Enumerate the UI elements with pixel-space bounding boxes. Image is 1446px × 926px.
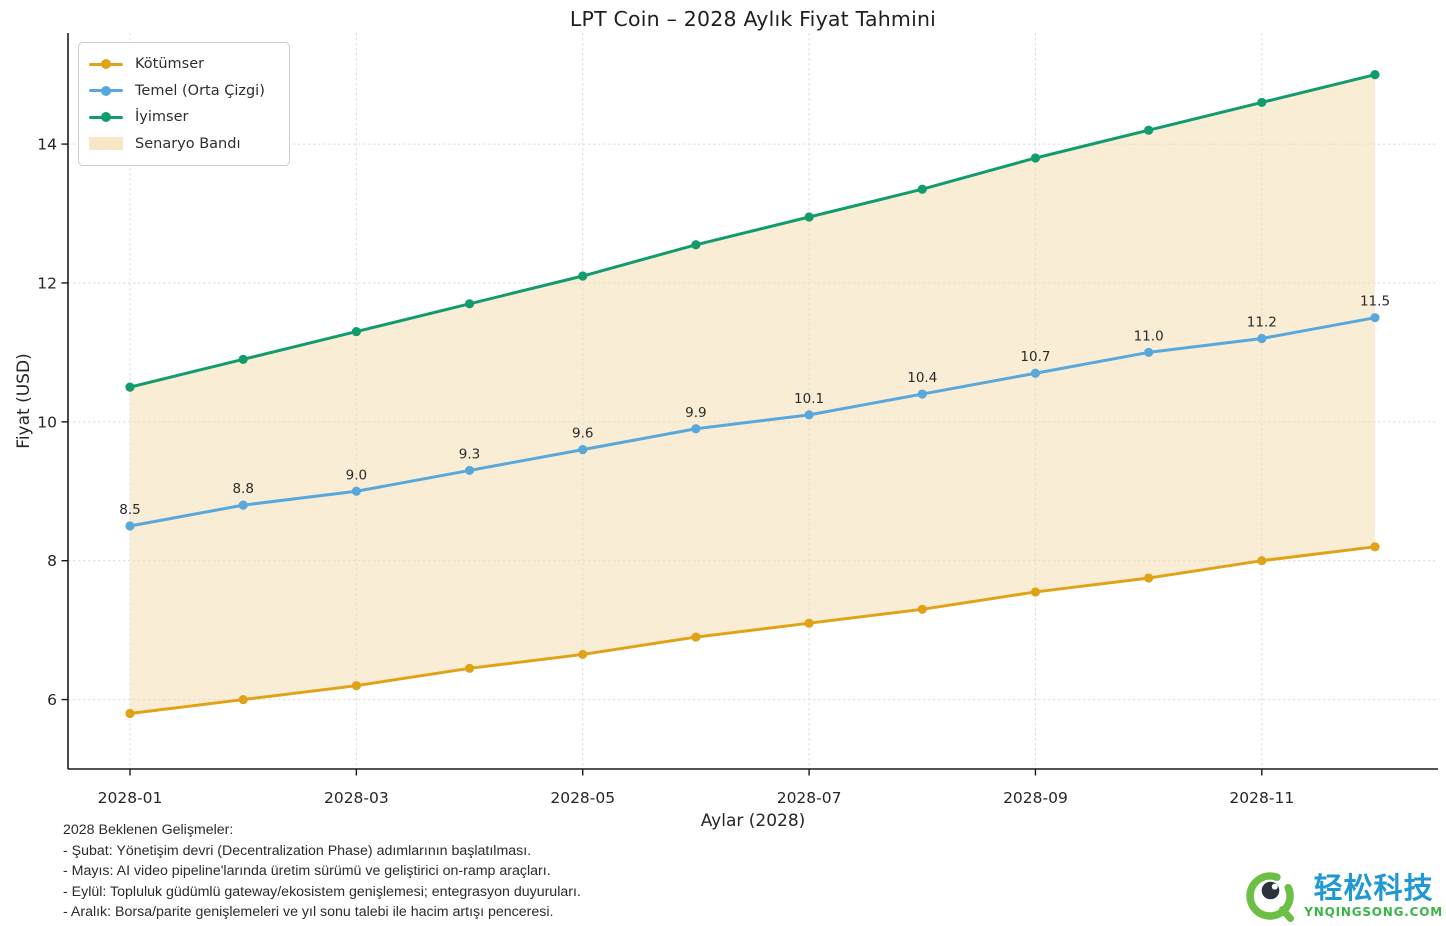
y-tick-label: 12 [37, 274, 57, 292]
data-point-kotumser [238, 694, 248, 705]
y-tick-label: 8 [47, 552, 57, 570]
data-point-label: 8.5 [119, 502, 140, 518]
logo-domain-text: YNQINGSONG.COM [1304, 905, 1443, 919]
x-tick-label: 2028-07 [777, 789, 842, 807]
data-point-kotumser [578, 649, 588, 660]
data-point-iyimser [238, 354, 248, 364]
data-point-label: 11.2 [1247, 315, 1277, 331]
legend-label: Senaryo Bandı [135, 135, 241, 152]
y-tick-label: 6 [47, 691, 57, 709]
note-line: - Aralık: Borsa/parite genişlemeleri ve … [63, 904, 554, 921]
data-point-kotumser [464, 663, 475, 673]
data-point-label: 9.6 [572, 426, 593, 442]
data-point-temel [125, 521, 135, 531]
legend-item-iyimser: İyimser [89, 104, 279, 131]
data-point-kotumser [804, 618, 814, 628]
data-point-kotumser [1144, 573, 1154, 583]
data-point-iyimser [578, 271, 588, 281]
data-point-iyimser [1257, 97, 1267, 108]
data-point-kotumser [1257, 556, 1267, 566]
data-point-iyimser [1144, 125, 1154, 135]
data-point-iyimser [917, 184, 927, 194]
series-line-kotumser [128, 545, 1377, 715]
data-point-label: 9.9 [685, 405, 706, 421]
note-line: - Mayıs: AI video pipeline'larında üreti… [63, 863, 551, 880]
data-point-iyimser [351, 326, 361, 337]
data-point-kotumser [691, 632, 701, 642]
legend-item-kotumser: Kötümser [89, 51, 279, 78]
legend-line-marker-swatch [89, 111, 123, 123]
data-point-kotumser [917, 604, 927, 614]
data-point-temel [1030, 368, 1041, 378]
legend-band-swatch [89, 137, 123, 151]
data-point-iyimser [125, 382, 135, 392]
data-point-label: 10.4 [907, 370, 937, 386]
data-point-kotumser [1370, 542, 1380, 552]
data-point-iyimser [691, 240, 701, 250]
data-point-label: 9.3 [459, 446, 480, 462]
data-point-kotumser [1030, 587, 1041, 597]
legend-line-marker-swatch [89, 85, 123, 97]
data-point-temel [464, 465, 475, 476]
data-point-label: 10.1 [794, 391, 824, 407]
series-line-temel [128, 316, 1377, 528]
logo-eye-icon [1246, 872, 1295, 922]
legend-line-marker-swatch [89, 58, 123, 70]
data-point-iyimser [804, 212, 814, 222]
x-tick-label: 2028-09 [1003, 789, 1068, 807]
data-point-temel [691, 424, 701, 434]
data-point-iyimser [1030, 153, 1041, 163]
chart-title: LPT Coin – 2028 Aylık Fiyat Tahmini [569, 7, 937, 31]
data-point-temel [1144, 347, 1154, 357]
x-tick-label: 2028-03 [324, 789, 389, 807]
logo-brand-text: 轻松科技 [1313, 871, 1434, 905]
expected-developments-note: 2028 Beklenen Gelişmeler: - Şubat: Yönet… [63, 820, 581, 923]
site-logo: 轻松科技 YNQINGSONG.COM [1238, 868, 1443, 924]
x-tick-label: 2028-11 [1229, 789, 1294, 807]
legend-label: Kötümser [135, 56, 205, 73]
y-axis-title: Fiyat (USD) [14, 353, 34, 448]
chart-legend: Kötümser Temel (Orta Çizgi) İyimser Sena… [78, 42, 290, 166]
series-line-iyimser [128, 73, 1377, 389]
data-point-label: 11.0 [1134, 328, 1164, 344]
y-tick-label: 10 [37, 413, 57, 431]
legend-item-temel: Temel (Orta Çizgi) [89, 78, 279, 105]
data-point-label: 10.7 [1020, 349, 1050, 365]
legend-item-senaryo-bandi: Senaryo Bandı [89, 131, 279, 158]
data-point-iyimser [1370, 70, 1380, 80]
data-point-kotumser [351, 681, 361, 691]
y-tick-label: 14 [37, 136, 57, 154]
x-tick-label: 2028-05 [550, 789, 615, 807]
note-line: - Eylül: Topluluk güdümlü gateway/ekosis… [63, 883, 581, 900]
note-line: - Şubat: Yönetişim devri (Decentralizati… [63, 842, 532, 859]
data-point-label: 8.8 [232, 481, 253, 497]
legend-label: İyimser [135, 109, 189, 126]
x-tick-label: 2028-01 [98, 789, 163, 807]
x-axis-title: Aylar (2028) [701, 811, 806, 830]
data-point-temel [917, 389, 927, 399]
data-point-temel [238, 500, 248, 510]
price-forecast-chart: 8.5 8.8 9.0 9.3 9.6 9.9 10.1 10.4 10.7 11.0 11.2 11… [14, 33, 1438, 830]
legend-label: Temel (Orta Çizgi) [135, 82, 265, 99]
data-point-kotumser [125, 708, 135, 719]
data-point-temel [578, 445, 588, 455]
data-point-temel [1370, 313, 1380, 323]
data-point-temel [1257, 333, 1267, 344]
data-point-label: 9.0 [346, 467, 367, 483]
scenario-band [130, 74, 1375, 714]
note-line: 2028 Beklenen Gelişmeler: [63, 822, 234, 838]
data-point-iyimser [464, 299, 475, 309]
data-point-temel [351, 486, 361, 496]
data-point-temel [804, 410, 814, 420]
data-point-label: 11.5 [1360, 294, 1390, 310]
